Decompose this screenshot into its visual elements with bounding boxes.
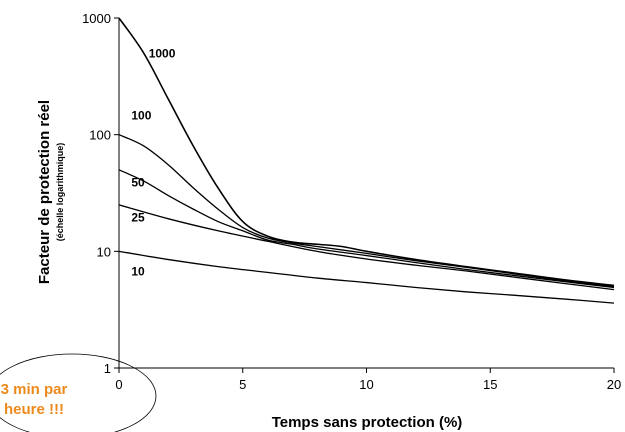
- series-line-100: [118, 134, 615, 288]
- x-tick-label: 10: [359, 377, 373, 392]
- series-line-10: [118, 250, 615, 304]
- series-label-50: 50: [131, 175, 145, 189]
- ticks: 1 10 100 1000 0 5 10 15 20: [82, 11, 621, 392]
- series-label-100: 100: [131, 108, 151, 122]
- series-line-50: [118, 169, 615, 289]
- series-line-25: [118, 204, 615, 291]
- annotation-line-1: 3 min par: [1, 381, 68, 398]
- x-tick-label: 0: [115, 377, 122, 392]
- y-axis-subtitle: (échelle logarithmique): [55, 143, 65, 242]
- y-tick-label: 100: [89, 128, 111, 143]
- series-curves: [118, 17, 615, 304]
- series-line-1000: [118, 17, 615, 287]
- y-tick-label: 1: [104, 361, 111, 376]
- annotation-ellipse: [0, 353, 157, 432]
- y-axis-title: Facteur de protection réel: [36, 100, 53, 284]
- series-label-25: 25: [131, 211, 145, 225]
- axes: [118, 18, 614, 369]
- series-labels: 1000 100 50 25 10: [131, 46, 175, 278]
- x-tick-label: 5: [239, 377, 246, 392]
- annotation-callout: 3 min par heure !!!: [0, 353, 157, 432]
- series-label-1000: 1000: [149, 46, 176, 60]
- annotation-line-2: heure !!!: [4, 401, 64, 418]
- y-tick-label: 1000: [82, 11, 111, 26]
- y-tick-label: 10: [97, 244, 111, 259]
- series-label-10: 10: [131, 265, 145, 279]
- x-tick-label: 15: [483, 377, 497, 392]
- x-tick-label: 20: [607, 377, 621, 392]
- x-axis-title: Temps sans protection (%): [272, 414, 463, 431]
